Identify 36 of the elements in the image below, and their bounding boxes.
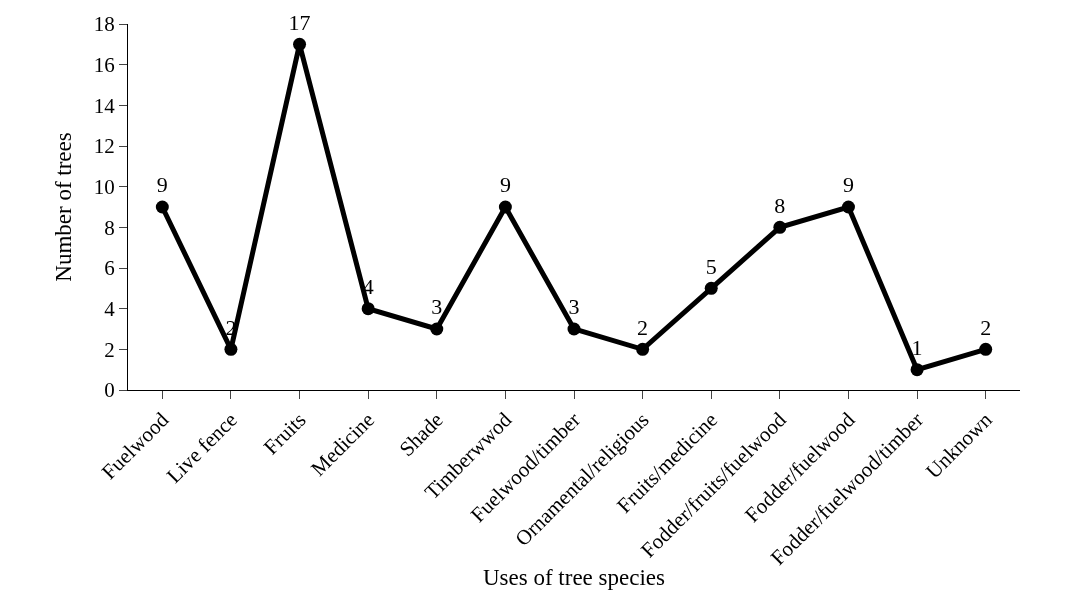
data-label: 3 xyxy=(431,294,443,320)
point xyxy=(979,342,993,356)
data-label: 3 xyxy=(568,294,580,320)
point xyxy=(430,322,444,336)
data-label: 2 xyxy=(637,314,649,340)
y-tick-label: 10 xyxy=(93,175,115,200)
point xyxy=(498,200,512,214)
data-label: 17 xyxy=(288,9,311,35)
y-tick-label: 8 xyxy=(104,215,115,240)
point xyxy=(704,281,718,295)
data-label: 9 xyxy=(156,172,168,198)
point xyxy=(155,200,169,214)
y-tick-label: 6 xyxy=(104,256,115,281)
y-tick-label: 2 xyxy=(104,337,115,362)
data-label: 1 xyxy=(911,335,923,361)
y-tick-label: 16 xyxy=(93,53,115,78)
data-label: 2 xyxy=(980,314,992,340)
point xyxy=(841,200,855,214)
data-label: 9 xyxy=(499,172,511,198)
point xyxy=(567,322,581,336)
data-label: 5 xyxy=(705,253,717,279)
y-axis-title: Number of trees xyxy=(51,132,77,282)
x-axis-title: Uses of tree species xyxy=(482,565,666,591)
y-tick-label: 4 xyxy=(104,297,116,322)
point xyxy=(636,342,650,356)
y-tick-label: 0 xyxy=(104,378,115,403)
point xyxy=(910,363,924,377)
y-tick-label: 18 xyxy=(93,12,115,37)
point xyxy=(773,220,787,234)
y-tick-label: 12 xyxy=(93,134,115,159)
data-label: 8 xyxy=(774,192,786,218)
point xyxy=(224,342,238,356)
point xyxy=(361,302,375,316)
data-label: 9 xyxy=(842,172,854,198)
point xyxy=(293,37,307,51)
y-tick-label: 14 xyxy=(93,93,116,118)
